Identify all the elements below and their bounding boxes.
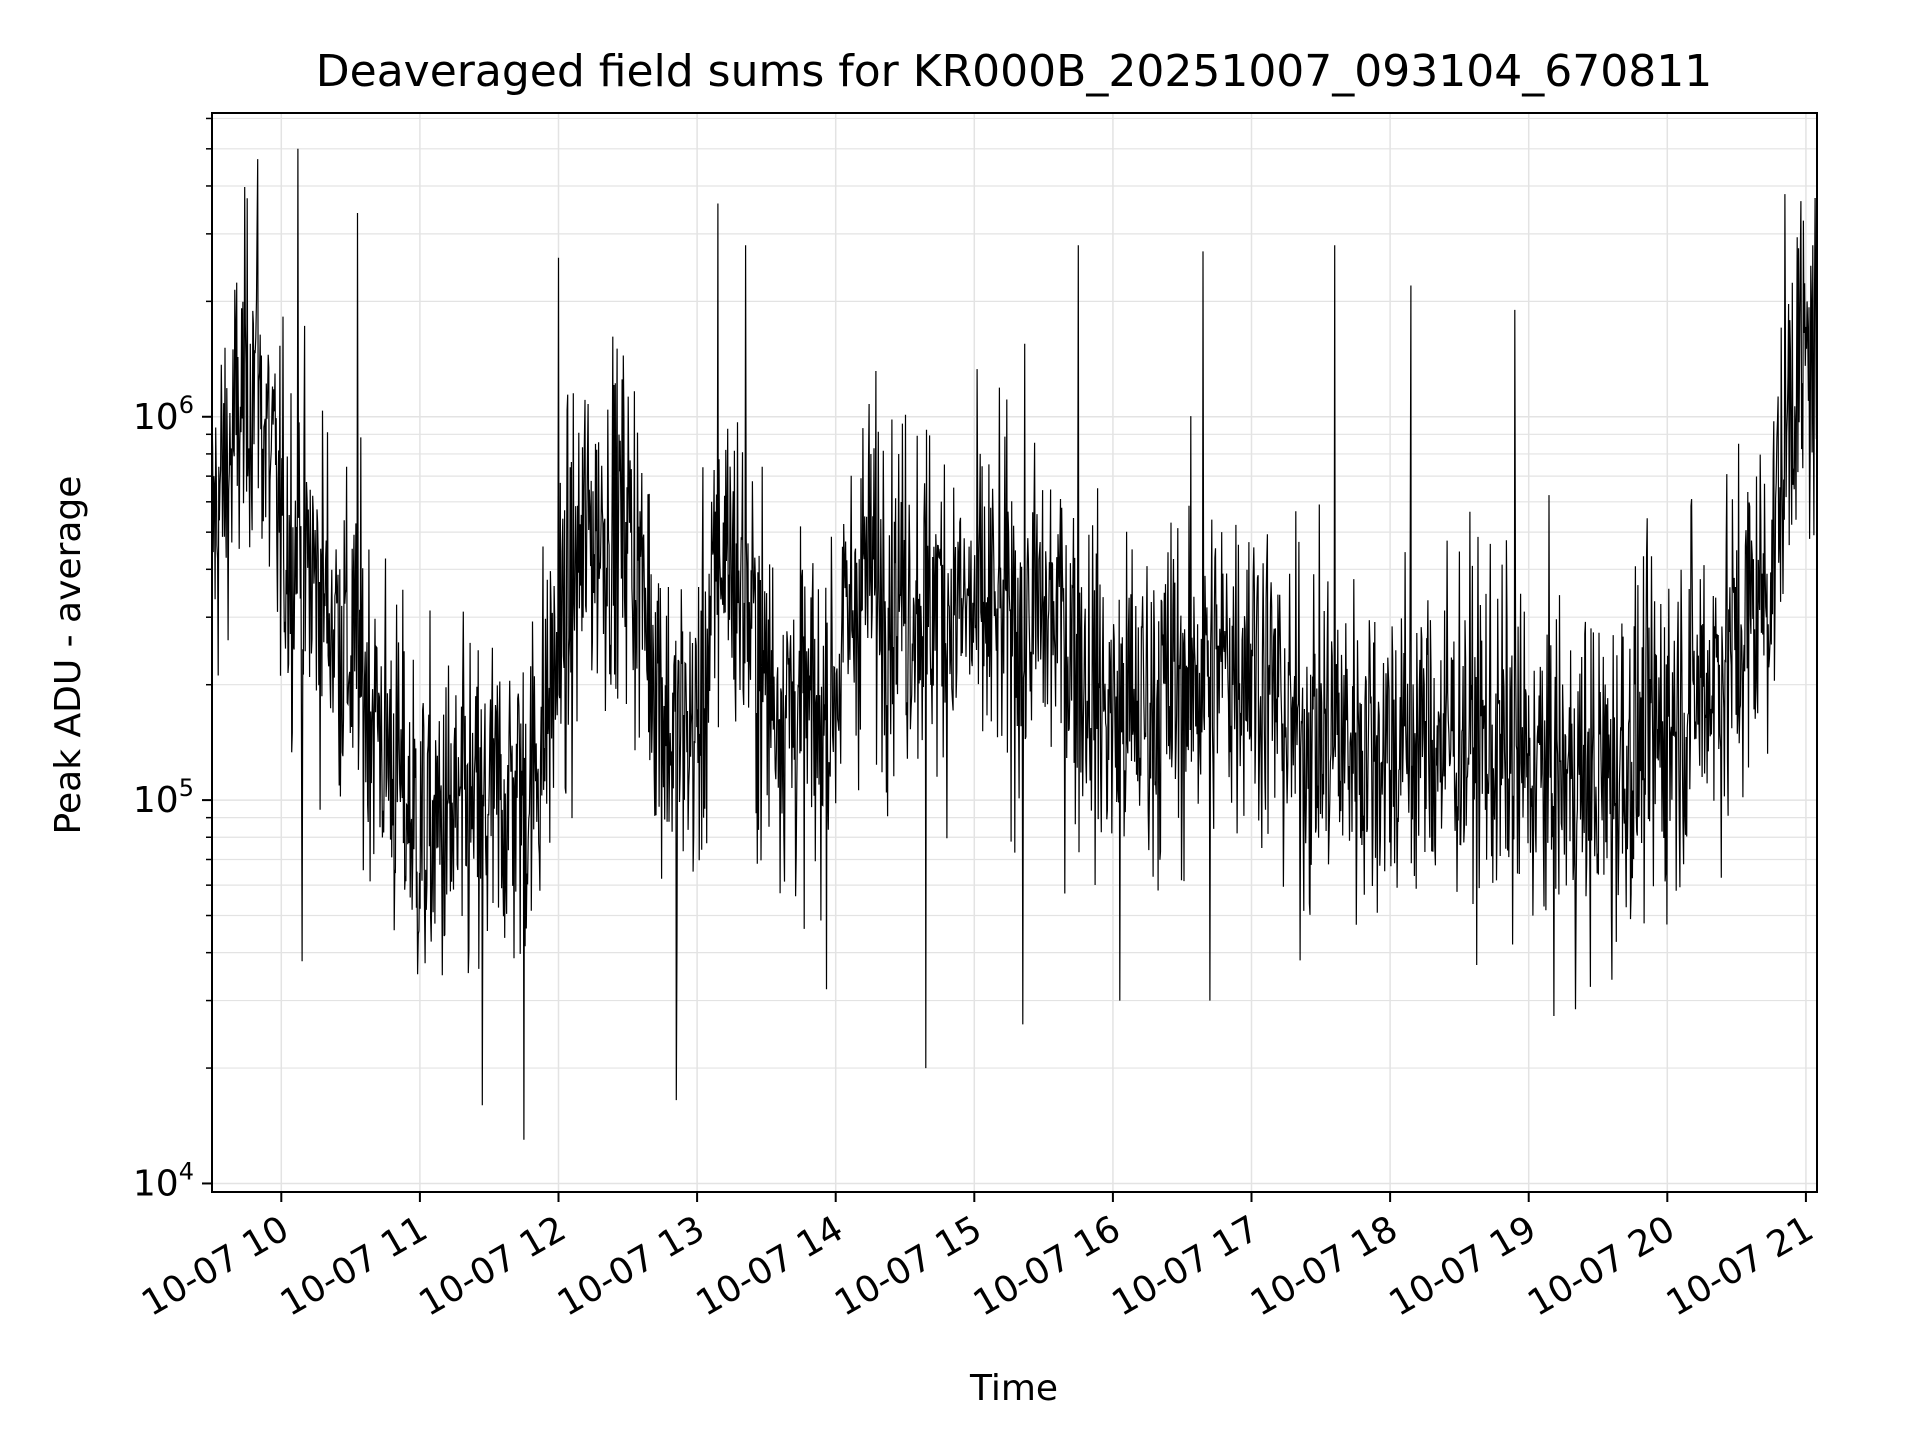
x-tick-label: 10-07 20 [1521,1208,1682,1324]
y-tick-base: 10 [133,780,179,821]
x-tick-label: 10-07 12 [412,1208,573,1324]
y-tick-base: 10 [133,397,179,438]
y-tick-exponent: 5 [179,774,194,802]
x-tick-label: 10-07 14 [690,1208,851,1324]
y-tick-exponent: 6 [179,391,194,419]
chart-title: Deaveraged field sums for KR000B_2025100… [316,46,1712,97]
y-tick-label: 104 [133,1157,194,1204]
x-tick-label: 10-07 19 [1383,1208,1544,1324]
plot-frame [211,112,1818,1193]
x-tick-label: 10-07 10 [135,1208,296,1324]
data-series [211,148,1818,1140]
series-line [211,148,1818,1140]
y-tick-base: 10 [133,1163,179,1204]
x-tick-label: 10-07 11 [274,1208,435,1324]
x-tick-label: 10-07 13 [551,1208,712,1324]
y-tick-label: 105 [133,774,194,821]
x-tick-label: 10-07 21 [1660,1208,1821,1324]
y-tick-label: 106 [133,391,194,438]
y-axis-label: Peak ADU - average [48,476,89,835]
x-tick-label: 10-07 15 [828,1208,989,1324]
x-tick-label: 10-07 18 [1244,1208,1405,1324]
y-tick-exponent: 4 [179,1157,194,1185]
x-tick-label: 10-07 16 [967,1208,1128,1324]
x-axis-label: Time [969,1368,1058,1409]
x-tick-label: 10-07 17 [1105,1208,1266,1324]
